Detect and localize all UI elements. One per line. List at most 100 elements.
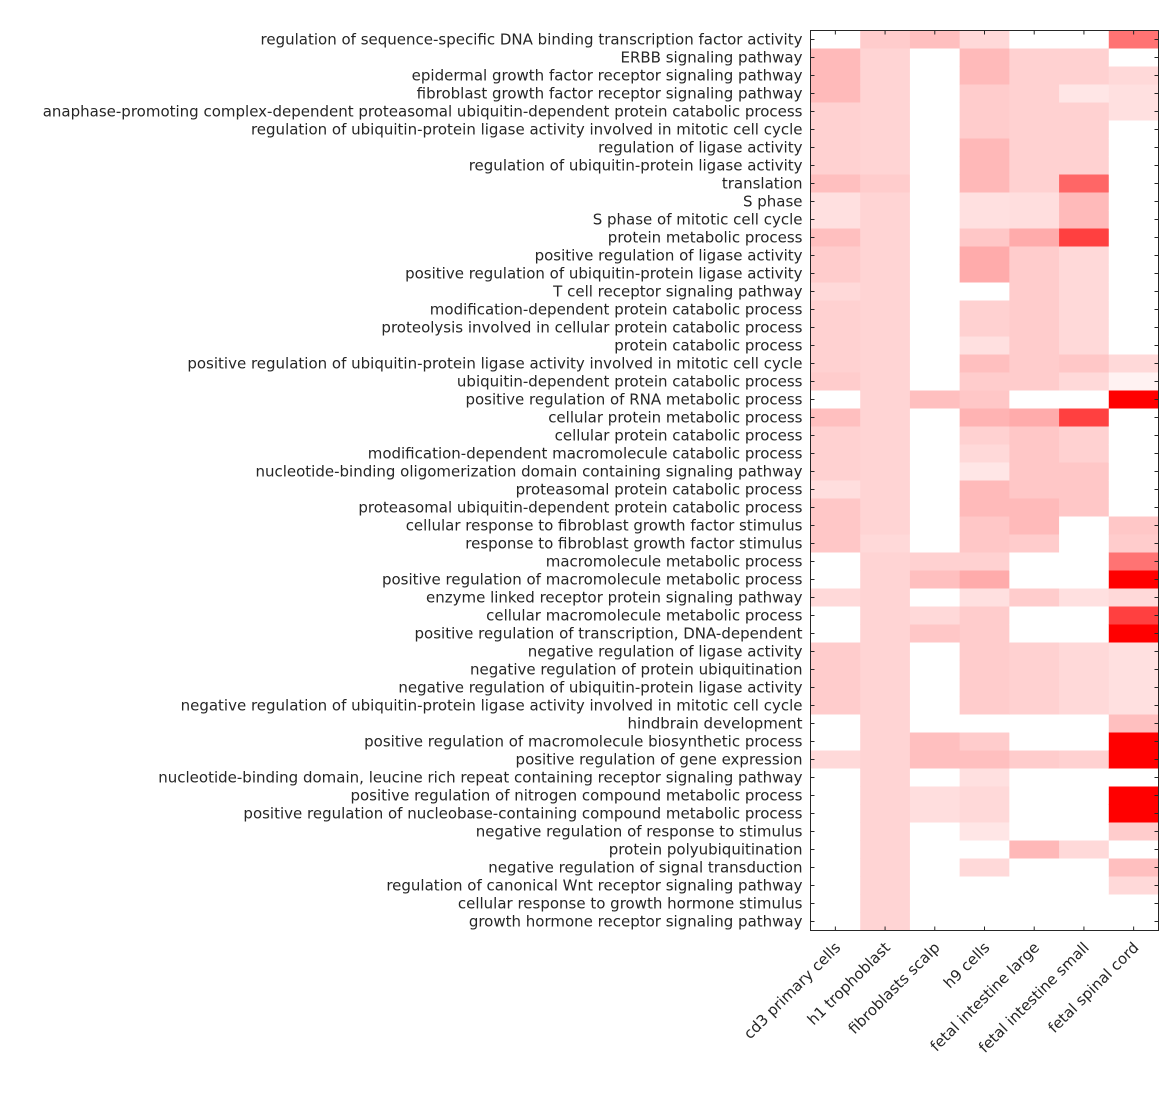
y-tick-label: S phase of mitotic cell cycle xyxy=(593,211,803,229)
heatmap-cell xyxy=(810,426,861,445)
heatmap-cell xyxy=(909,444,961,463)
heatmap-cell xyxy=(1009,768,1060,787)
heatmap-cell xyxy=(1108,750,1159,769)
heatmap-cell xyxy=(959,390,1010,409)
heatmap-cell xyxy=(1108,390,1159,409)
heatmap-cell xyxy=(860,498,911,517)
heatmap-cell xyxy=(860,354,911,373)
heatmap-cell xyxy=(810,516,861,535)
heatmap-cell xyxy=(909,228,961,247)
y-tick-label: negative regulation of ubiquitin-protein… xyxy=(181,697,803,715)
heatmap-cell xyxy=(1108,822,1159,841)
heatmap-cell xyxy=(1108,246,1159,265)
heatmap-cell xyxy=(909,624,961,643)
heatmap-cell xyxy=(959,894,1010,913)
heatmap-cell xyxy=(1009,750,1060,769)
heatmap-cell xyxy=(909,822,961,841)
heatmap-cell xyxy=(1009,30,1060,49)
heatmap-cell xyxy=(810,210,861,229)
heatmap-cell xyxy=(909,732,961,751)
heatmap-cell xyxy=(909,480,961,499)
heatmap-cell xyxy=(909,516,961,535)
y-tick-label: S phase xyxy=(743,193,803,211)
heatmap-cell xyxy=(959,840,1010,859)
heatmap-cell xyxy=(909,318,961,337)
y-tick-label: response to fibroblast growth factor sti… xyxy=(465,535,802,553)
heatmap-cell xyxy=(959,300,1010,319)
heatmap-cell xyxy=(1009,138,1060,157)
heatmap-cell xyxy=(1059,408,1110,427)
y-tick-label: cellular response to growth hormone stim… xyxy=(458,895,803,913)
y-tick-label: protein polyubiquitination xyxy=(609,841,803,859)
heatmap-cell xyxy=(1108,606,1159,625)
heatmap-cell xyxy=(959,732,1010,751)
heatmap-cell xyxy=(959,480,1010,499)
heatmap-cell xyxy=(1009,498,1060,517)
y-tick-labels: regulation of sequence-specific DNA bind… xyxy=(43,31,803,931)
heatmap-cell xyxy=(959,570,1010,589)
heatmap-cell xyxy=(860,624,911,643)
heatmap-cell xyxy=(860,660,911,679)
heatmap-cell xyxy=(810,498,861,517)
heatmap-cell xyxy=(810,192,861,211)
heatmap-cell xyxy=(860,318,911,337)
heatmap-cell xyxy=(860,552,911,571)
heatmap-cell xyxy=(1009,876,1060,895)
heatmap-cell xyxy=(1108,228,1159,247)
heatmap-cell xyxy=(1108,678,1159,697)
heatmap-cell xyxy=(1108,426,1159,445)
heatmap-cell xyxy=(1059,462,1110,481)
y-tick-label: nucleotide-binding domain, leucine rich … xyxy=(158,769,802,787)
heatmap-cell xyxy=(909,138,961,157)
heatmap-cell xyxy=(810,300,861,319)
y-tick-label: macromolecule metabolic process xyxy=(546,553,803,571)
heatmap-cell xyxy=(959,642,1010,661)
heatmap-cell xyxy=(1009,444,1060,463)
heatmap-cell xyxy=(909,282,961,301)
heatmap-cell xyxy=(1108,588,1159,607)
y-tick-label: cellular response to fibroblast growth f… xyxy=(406,517,803,535)
heatmap-cell xyxy=(860,570,911,589)
y-tick-label: negative regulation of response to stimu… xyxy=(476,823,803,841)
heatmap-cell xyxy=(1009,804,1060,823)
heatmap-cell xyxy=(959,444,1010,463)
heatmap-cell xyxy=(810,534,861,553)
heatmap-cell xyxy=(1009,552,1060,571)
heatmap-cell xyxy=(1108,300,1159,319)
heatmap-cell xyxy=(1009,300,1060,319)
heatmap-cell xyxy=(959,372,1010,391)
heatmap-cell xyxy=(959,30,1010,49)
y-tick-label: negative regulation of signal transducti… xyxy=(488,859,802,877)
heatmap-cell xyxy=(1059,426,1110,445)
heatmap-cell xyxy=(909,840,961,859)
heatmap-cell xyxy=(1059,264,1110,283)
heatmap-cell xyxy=(810,138,861,157)
y-tick-label: positive regulation of nitrogen compound… xyxy=(350,787,802,805)
heatmap-cell xyxy=(860,336,911,355)
heatmap-cell xyxy=(909,534,961,553)
heatmap-cell xyxy=(909,714,961,733)
heatmap-cell xyxy=(909,876,961,895)
heatmap-cell xyxy=(810,480,861,499)
heatmap-cell xyxy=(810,786,861,805)
heatmap-cell xyxy=(1009,354,1060,373)
heatmap-cell xyxy=(959,48,1010,67)
heatmap-cell xyxy=(1009,840,1060,859)
heatmap-cell xyxy=(909,246,961,265)
y-tick-label: negative regulation of ligase activity xyxy=(528,643,803,661)
heatmap-cell xyxy=(1059,30,1110,49)
heatmap-cell xyxy=(810,228,861,247)
heatmap-cell xyxy=(1059,102,1110,121)
heatmap-cell xyxy=(1108,138,1159,157)
heatmap-cell xyxy=(1009,336,1060,355)
heatmap-cell xyxy=(860,696,911,715)
heatmap-cell xyxy=(860,84,911,103)
heatmap-cell xyxy=(1009,48,1060,67)
heatmap-cell xyxy=(1009,174,1060,193)
heatmap-cell xyxy=(1059,732,1110,751)
heatmap-cell xyxy=(860,858,911,877)
heatmap-cell xyxy=(1009,516,1060,535)
heatmap-cell xyxy=(860,264,911,283)
heatmap-cell xyxy=(909,678,961,697)
heatmap-cell xyxy=(959,768,1010,787)
